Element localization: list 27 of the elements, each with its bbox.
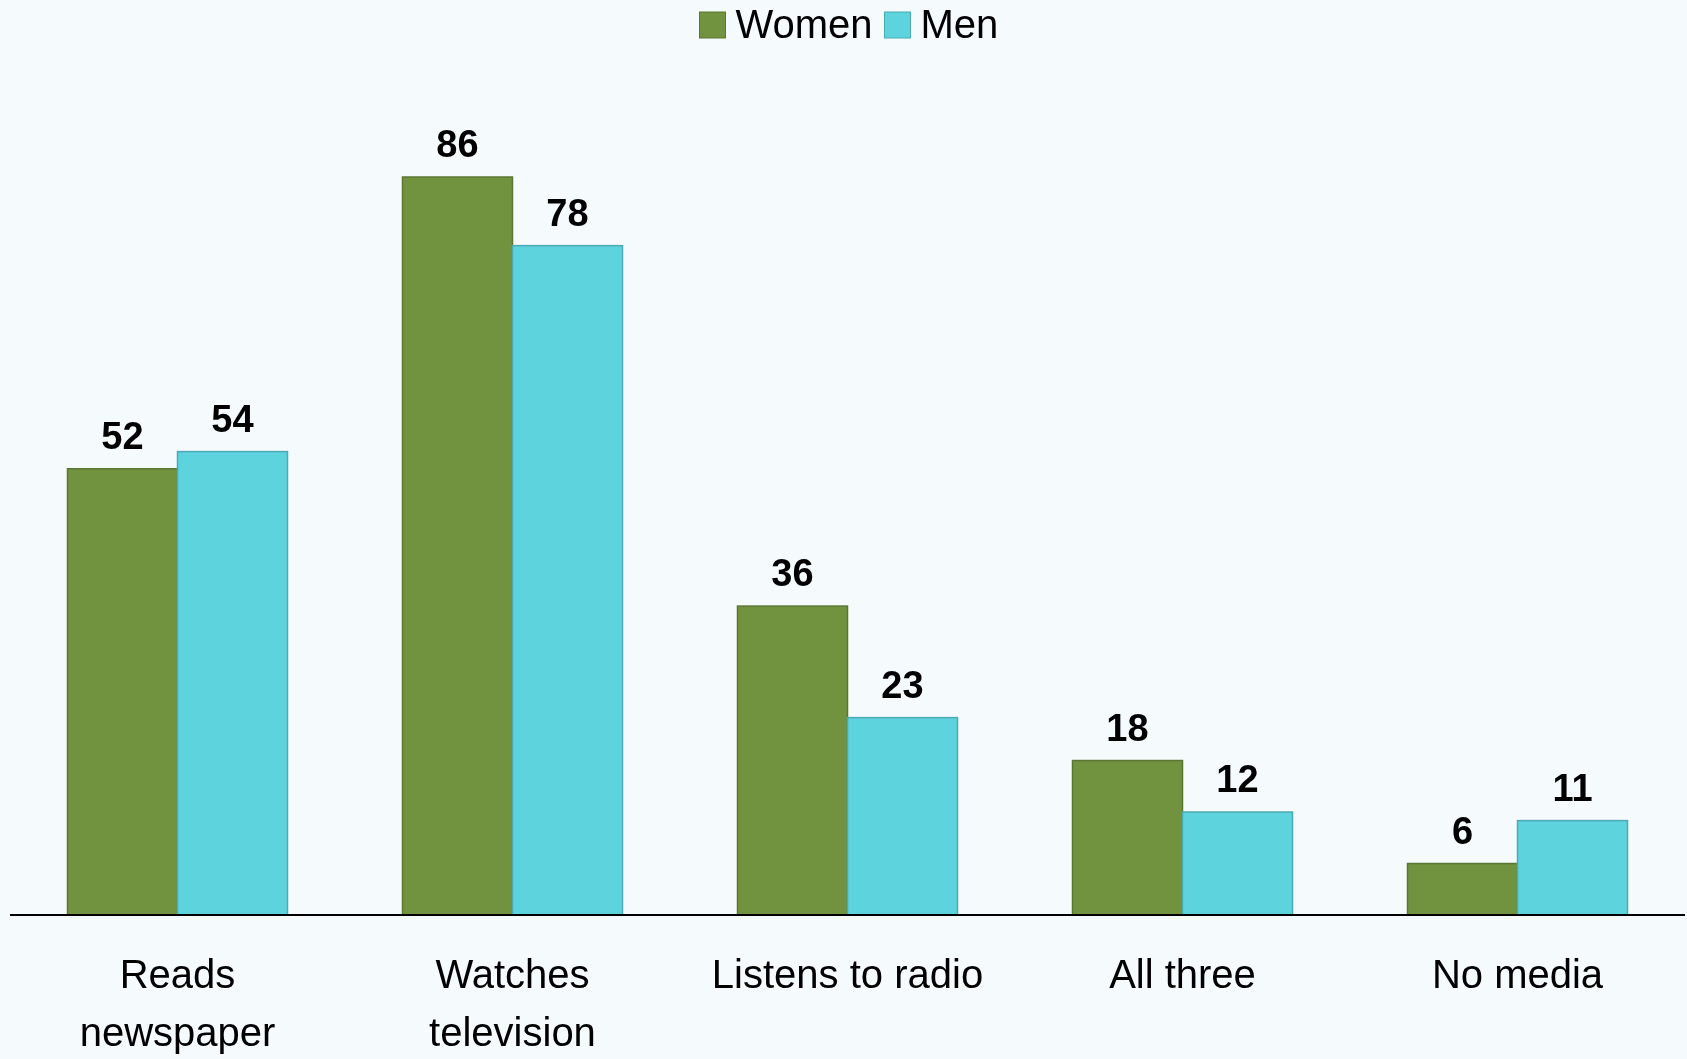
bar [1406, 862, 1519, 916]
x-tick-label: No media [1431, 952, 1604, 996]
bar [511, 244, 624, 916]
legend-label: Men [920, 2, 999, 46]
data-label: 23 [881, 663, 924, 706]
x-tick-label: All three [1109, 952, 1256, 996]
x-tick-label: Listens to radio [711, 952, 984, 996]
bar [1071, 759, 1184, 916]
data-label: 11 [1552, 766, 1593, 809]
data-label: 36 [771, 552, 814, 595]
data-label: 86 [436, 123, 479, 165]
data-label: 6 [1451, 809, 1474, 852]
bar [66, 468, 179, 916]
bar [1181, 811, 1294, 916]
bar [846, 716, 959, 916]
data-label: 18 [1106, 706, 1149, 749]
bar [736, 605, 849, 916]
x-tick-label: Reads newspaper [79, 952, 276, 1054]
data-label: 54 [211, 397, 254, 440]
x-tick-label: Watches television [429, 952, 596, 1054]
bar [401, 176, 514, 916]
bar [176, 450, 289, 916]
data-label: 78 [546, 191, 589, 234]
legend-label: Women [735, 2, 873, 46]
bar [1516, 819, 1629, 916]
data-label: 52 [101, 414, 144, 457]
data-label: 12 [1216, 758, 1259, 801]
